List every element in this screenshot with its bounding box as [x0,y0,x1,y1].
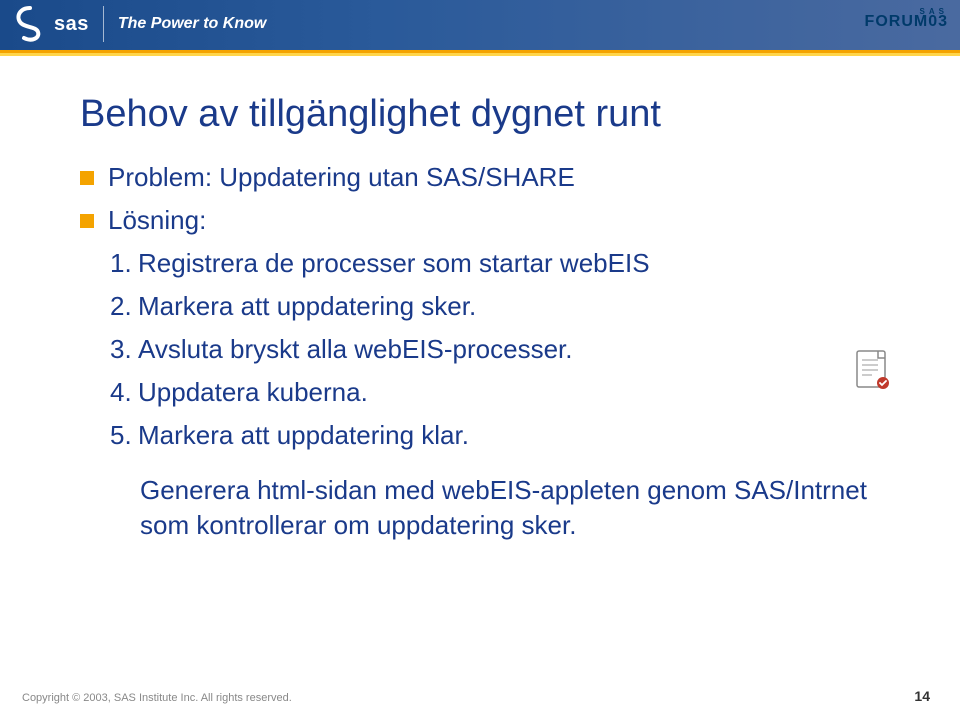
tagline: The Power to Know [118,15,266,33]
bullet-item: Problem: Uppdatering utan SAS/SHARE [80,162,900,193]
brand-logo: sas The Power to Know [10,4,266,44]
sas-swirl-icon [10,4,50,44]
step-item: Markera att uppdatering klar. [110,420,900,451]
forum-main: FORUM03 [865,13,948,30]
paragraph: Generera html-sidan med webEIS-appleten … [140,473,880,543]
step-item: Uppdatera kuberna. [110,377,900,408]
slide: sas The Power to Know SAS FORUM03 Behov … [0,0,960,720]
bullet-list: Problem: Uppdatering utan SAS/SHARE Lösn… [80,162,900,236]
bullet-item: Lösning: [80,205,900,236]
content-area: Behov av tillgänglighet dygnet runt Prob… [0,53,960,543]
forum-logo: SAS FORUM03 [865,8,948,30]
steps-list: Registrera de processer som startar webE… [110,248,900,451]
brand-text: sas [54,13,89,36]
copyright-footer: Copyright © 2003, SAS Institute Inc. All… [22,692,292,704]
page-number: 14 [914,688,930,704]
slide-title: Behov av tillgänglighet dygnet runt [80,93,900,136]
header-bar: sas The Power to Know SAS FORUM03 [0,0,960,53]
document-icon [856,350,890,390]
brand-divider [103,6,104,42]
step-item: Markera att uppdatering sker. [110,291,900,322]
step-item: Registrera de processer som startar webE… [110,248,900,279]
step-item: Avsluta bryskt alla webEIS-processer. [110,334,900,365]
